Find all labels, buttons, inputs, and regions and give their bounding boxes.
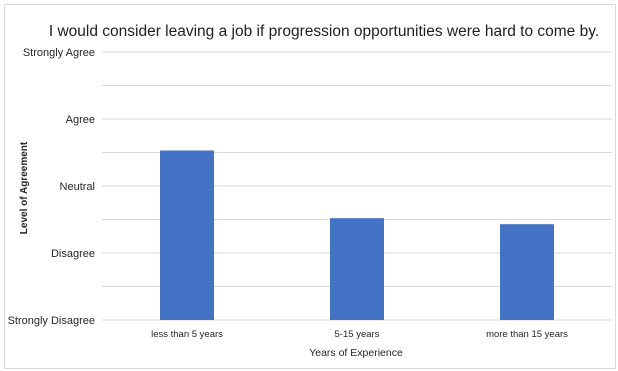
x-tick-label: more than 15 years	[486, 329, 568, 340]
y-tick-label: Disagree	[51, 248, 95, 260]
y-tick-label: Neutral	[60, 181, 95, 193]
x-tick-labels: less than 5 years 5-15 years more than 15 …	[151, 329, 568, 340]
x-axis-label: Years of Experience	[309, 347, 403, 359]
bar	[330, 218, 384, 320]
y-tick-labels: Strongly Disagree Disagree Neutral Agree Str…	[8, 47, 95, 327]
y-tick-label: Strongly Disagree	[8, 315, 95, 327]
bar	[500, 224, 554, 320]
y-axis-label: Level of Agreement	[19, 141, 30, 234]
bar	[160, 150, 214, 320]
bars	[160, 150, 554, 320]
x-tick-label: 5-15 years	[335, 329, 380, 340]
y-tick-label: Agree	[66, 114, 95, 126]
chart-title: I would consider leaving a job if progre…	[49, 23, 599, 40]
y-tick-label: Strongly Agree	[23, 47, 95, 59]
x-tick-label: less than 5 years	[151, 329, 223, 340]
